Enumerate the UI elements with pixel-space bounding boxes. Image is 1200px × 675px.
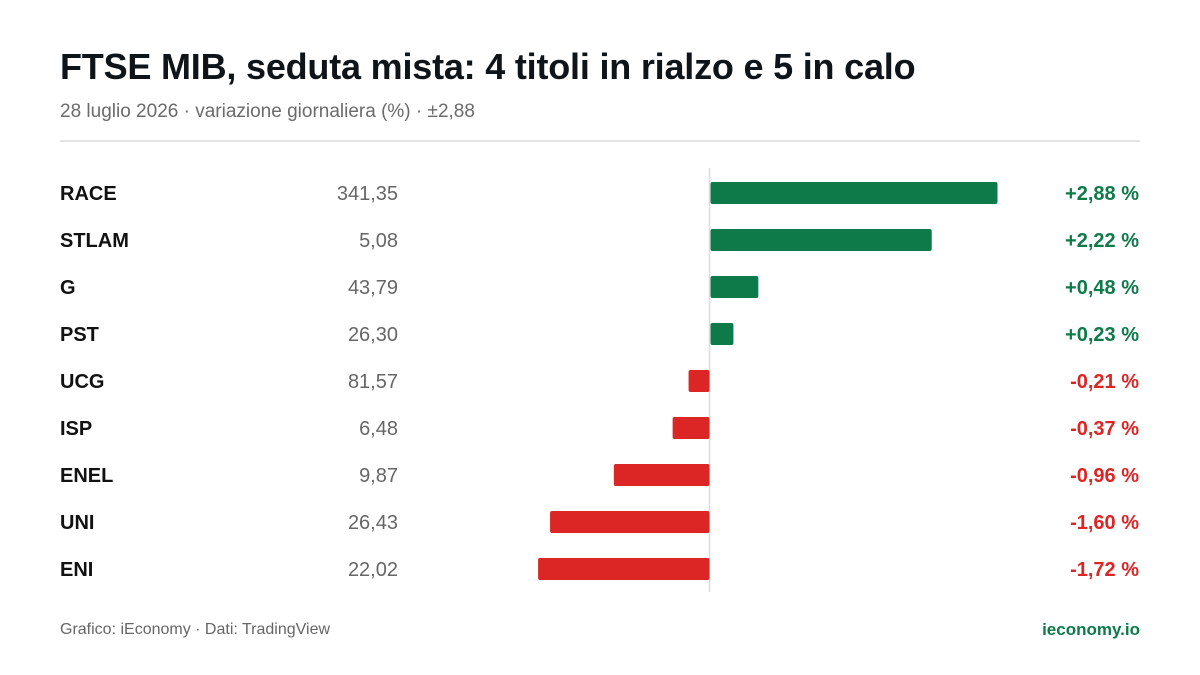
header-divider — [60, 140, 1140, 142]
footer-brand-link[interactable]: ieconomy.io — [1042, 620, 1140, 639]
bar-eni — [538, 558, 710, 580]
footer-credit: Grafico: iEconomy · Dati: TradingView — [60, 621, 331, 638]
chart-title: FTSE MIB, seduta mista: 4 titoli in rial… — [60, 46, 916, 87]
bar-pst — [710, 323, 734, 345]
price-label: 6,48 — [359, 418, 398, 440]
ticker-label: ENI — [60, 559, 93, 581]
bar-race — [710, 182, 998, 204]
ticker-label: RACE — [60, 183, 117, 205]
ticker-label: G — [60, 277, 76, 299]
price-label: 9,87 — [359, 465, 398, 487]
ticker-label: STLAM — [60, 230, 129, 252]
bar-ucg — [688, 370, 710, 392]
price-label: 81,57 — [348, 371, 398, 393]
change-label: -0,21 % — [1070, 371, 1139, 393]
bar-g — [710, 276, 759, 298]
ticker-label: ISP — [60, 418, 92, 440]
ticker-label: UNI — [60, 512, 94, 534]
ticker-label: PST — [60, 324, 99, 346]
price-label: 22,02 — [348, 559, 398, 581]
bar-uni — [550, 511, 710, 533]
price-label: 26,30 — [348, 324, 398, 346]
bar-stlam — [710, 229, 932, 251]
price-label: 5,08 — [359, 230, 398, 252]
bar-enel — [613, 464, 710, 486]
change-label: +0,23 % — [1065, 324, 1139, 346]
price-label: 26,43 — [348, 512, 398, 534]
change-label: +2,22 % — [1065, 230, 1139, 252]
change-label: +2,88 % — [1065, 183, 1139, 205]
price-label: 43,79 — [348, 277, 398, 299]
ticker-label: UCG — [60, 371, 104, 393]
bar-isp — [672, 417, 710, 439]
price-label: 341,35 — [337, 183, 398, 205]
change-label: -0,37 % — [1070, 418, 1139, 440]
change-label: -0,96 % — [1070, 465, 1139, 487]
change-label: +0,48 % — [1065, 277, 1139, 299]
ticker-label: ENEL — [60, 465, 113, 487]
chart-subtitle: 28 luglio 2026 · variazione giornaliera … — [60, 101, 475, 122]
change-label: -1,72 % — [1070, 559, 1139, 581]
change-label: -1,60 % — [1070, 512, 1139, 534]
